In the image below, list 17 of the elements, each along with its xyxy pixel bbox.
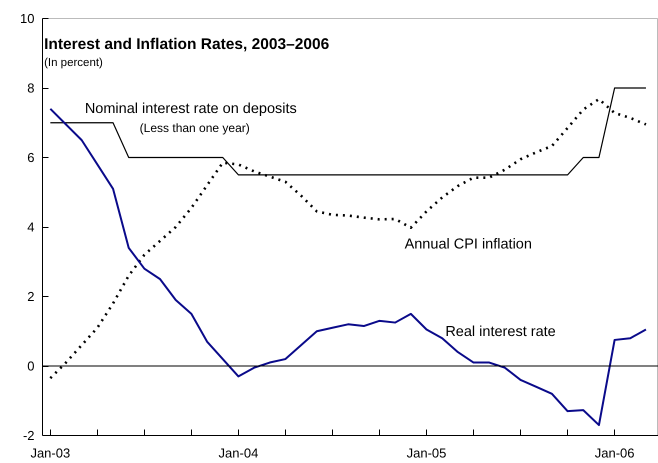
- y-tick-label: 2: [27, 289, 35, 304]
- y-tick-label: 10: [20, 11, 35, 26]
- series-label: Nominal interest rate on deposits: [84, 100, 297, 117]
- x-tick-label: Jan-03: [30, 446, 70, 460]
- x-tick-label: Jan-06: [594, 446, 634, 460]
- annotation: (Less than one year): [140, 120, 250, 135]
- series-label: Real interest rate: [445, 324, 556, 340]
- y-tick-label: 8: [27, 80, 35, 96]
- y-tick-label: 6: [27, 150, 35, 165]
- series-label: Annual CPI inflation: [404, 236, 532, 252]
- y-tick-label: -2: [22, 428, 35, 443]
- y-tick-label: 4: [27, 220, 35, 234]
- text: (In percent): [44, 56, 104, 69]
- y-tick-label: 0: [27, 358, 35, 374]
- text: Interest and Inflation Rates, 2003–2006: [44, 36, 330, 54]
- x-tick-label: Jan-05: [406, 446, 446, 460]
- x-tick-label: Jan-04: [218, 446, 258, 460]
